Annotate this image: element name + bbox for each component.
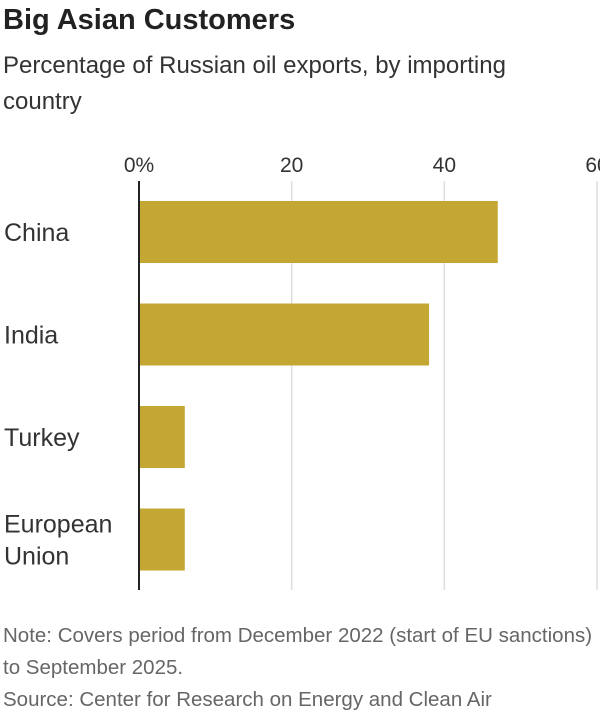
- bar-china: [139, 201, 498, 263]
- note-text: Note: Covers period from December 2022 (…: [3, 624, 593, 679]
- category-label: Turkey: [4, 424, 80, 452]
- bar-european-union: [139, 508, 185, 571]
- chart-title: Big Asian Customers: [3, 4, 296, 36]
- category-label: India: [4, 322, 58, 350]
- bar-india: [139, 303, 430, 366]
- x-tick-label: 60: [585, 154, 600, 177]
- source-text: Source: Center for Research on Energy an…: [3, 688, 492, 711]
- category-label: China: [4, 219, 69, 247]
- x-tick-label: 0%: [124, 154, 154, 177]
- chart-subtitle: Percentage of Russian oil exports, by im…: [3, 52, 506, 115]
- x-tick-label: 40: [433, 154, 456, 177]
- bar-turkey: [139, 406, 185, 468]
- x-tick-label: 20: [280, 154, 303, 177]
- category-label: European Union: [4, 511, 112, 571]
- chart-notes: Note: Covers period from December 2022 (…: [3, 620, 593, 716]
